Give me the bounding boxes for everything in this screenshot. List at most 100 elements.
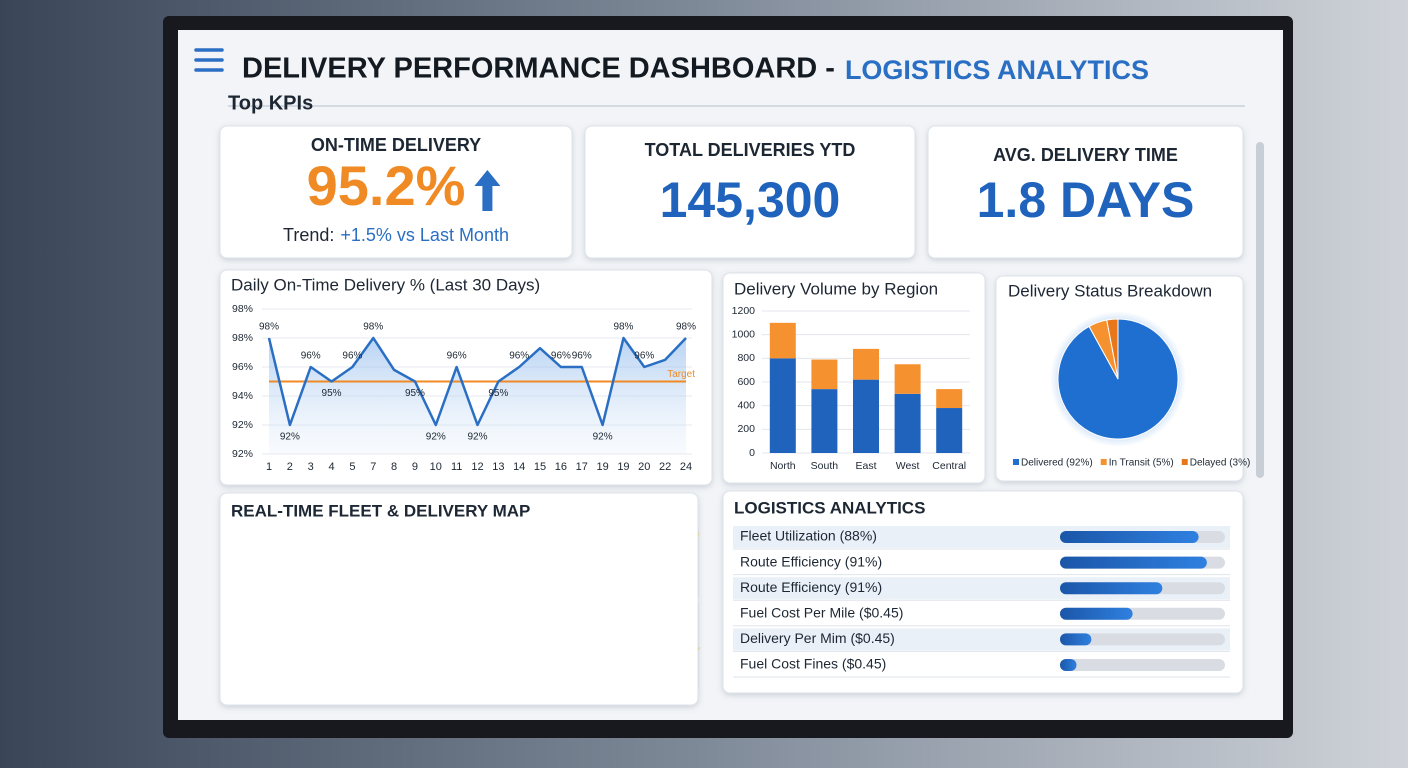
- card: [927, 125, 1244, 259]
- menu-icon[interactable]: [194, 48, 224, 72]
- bar-segment: [894, 393, 921, 453]
- chart-title: Daily On-Time Delivery % (Last 30 Days): [231, 275, 540, 294]
- x-tick-label: East: [855, 460, 876, 472]
- row-label: Route Efficiency (91%): [740, 553, 882, 569]
- progress-bar: [1060, 582, 1163, 595]
- data-label: 92%: [280, 432, 300, 443]
- y-tick-label: 98%: [232, 303, 253, 315]
- data-label: 92%: [467, 432, 487, 443]
- kpi-label: AVG. DELIVERY TIME: [993, 145, 1178, 165]
- y-tick-label: 92%: [232, 448, 253, 460]
- y-tick-label: 94%: [232, 390, 253, 402]
- bar-segment: [894, 364, 921, 394]
- x-tick-label: South: [811, 460, 839, 472]
- y-tick-label: 1200: [732, 305, 756, 317]
- chart-title: Delivery Volume by Region: [734, 279, 938, 298]
- x-tick-label: 15: [534, 461, 546, 473]
- x-tick-label: 17: [576, 461, 588, 473]
- x-tick-label: 20: [638, 461, 650, 473]
- progress-track: [1060, 659, 1225, 671]
- x-tick-label: 1: [266, 461, 272, 473]
- x-tick-label: 16: [555, 461, 567, 473]
- legend-swatch: [1181, 459, 1188, 465]
- x-tick-label: 5: [349, 461, 355, 473]
- x-tick-label: Central: [932, 460, 966, 472]
- x-tick-label: 3: [308, 461, 314, 473]
- y-tick-label: 1000: [732, 328, 756, 340]
- legend-label: Delayed (3%): [1190, 458, 1251, 469]
- card: [219, 492, 699, 706]
- data-label: 95%: [405, 388, 425, 399]
- y-tick-label: 800: [737, 352, 755, 364]
- progress-bar: [1060, 633, 1092, 646]
- data-label: 95%: [488, 388, 508, 399]
- card: [584, 125, 916, 259]
- trend-arrow: [474, 170, 501, 211]
- data-label: 96%: [572, 351, 592, 362]
- progress-bar: [1060, 659, 1077, 671]
- data-label: 98%: [363, 322, 383, 333]
- trend-label: Trend:: [283, 225, 334, 245]
- kpi-value: 1.8 DAYS: [977, 172, 1195, 228]
- data-label: 92%: [593, 432, 613, 443]
- progress-bar: [1060, 607, 1133, 620]
- target-label: Target: [667, 369, 695, 380]
- bar-segment: [936, 408, 963, 453]
- data-label: 96%: [509, 351, 529, 362]
- bar-segment: [936, 389, 963, 409]
- x-tick-label: 7: [370, 461, 376, 473]
- card: [219, 125, 573, 259]
- data-label: 98%: [676, 322, 696, 333]
- progress-track: [1060, 633, 1225, 646]
- legend-swatch: [1013, 459, 1019, 465]
- x-tick-label: 22: [659, 461, 671, 473]
- y-tick-label: 92%: [232, 419, 253, 431]
- progress-bar: [1060, 556, 1207, 569]
- data-label: 96%: [634, 351, 654, 362]
- y-tick-label: 0: [749, 447, 755, 459]
- kpi-value: 95.2%: [307, 154, 466, 217]
- x-tick-label: 19: [596, 461, 608, 473]
- x-tick-label: 4: [328, 461, 334, 473]
- x-tick-label: 11: [451, 461, 462, 473]
- dashboard-title: DELIVERY PERFORMANCE DASHBOARD -: [242, 53, 835, 85]
- data-label: 96%: [447, 351, 467, 362]
- line: [267, 336, 687, 427]
- x-tick-label: 12: [471, 461, 483, 473]
- x-tick-label: 24: [680, 461, 692, 473]
- y-tick-label: 98%: [232, 332, 253, 344]
- kpi-trend: Trend: +1.5% vs Last Month: [283, 225, 509, 245]
- chart-title: Delivery Status Breakdown: [1008, 281, 1212, 300]
- map-title: REAL-TIME FLEET & DELIVERY MAP: [231, 501, 530, 520]
- row-label: Fleet Utilization (88%): [740, 528, 877, 544]
- row-label: Fuel Cost Per Mile ($0.45): [740, 605, 903, 621]
- y-tick-label: 200: [737, 423, 755, 435]
- x-tick-label: 2: [287, 461, 293, 473]
- legend-label: In Transit (5%): [1109, 458, 1174, 469]
- x-tick-label: 10: [430, 461, 442, 473]
- bar-segment: [811, 359, 838, 390]
- data-label: 95%: [322, 388, 342, 399]
- data-label: 92%: [426, 432, 446, 443]
- section-title: Top KPIs: [228, 92, 313, 114]
- bar-segment: [853, 348, 879, 380]
- data-label: 96%: [551, 351, 571, 362]
- bar-segment: [811, 389, 838, 453]
- bar-segment: [769, 322, 796, 359]
- kpi-label: ON-TIME DELIVERY: [311, 135, 481, 155]
- x-tick-label: 13: [492, 461, 504, 473]
- scrollbar[interactable]: [1256, 142, 1264, 478]
- y-tick-label: 96%: [232, 361, 253, 373]
- data-label: 98%: [259, 322, 279, 333]
- bar-segment: [853, 379, 879, 453]
- x-tick-label: West: [896, 460, 920, 472]
- x-tick-label: 8: [391, 461, 397, 473]
- legend-label: Delivered (92%): [1021, 458, 1093, 469]
- row-label: Delivery Per Mim ($0.45): [740, 630, 895, 646]
- y-tick-label: 400: [737, 399, 755, 411]
- bar-segment: [769, 358, 796, 453]
- row-label: Fuel Cost Fines ($0.45): [740, 656, 886, 672]
- dashboard-subtitle: LOGISTICS ANALYTICS: [845, 55, 1149, 85]
- x-tick-label: North: [770, 460, 796, 472]
- progress-bar: [1060, 531, 1199, 543]
